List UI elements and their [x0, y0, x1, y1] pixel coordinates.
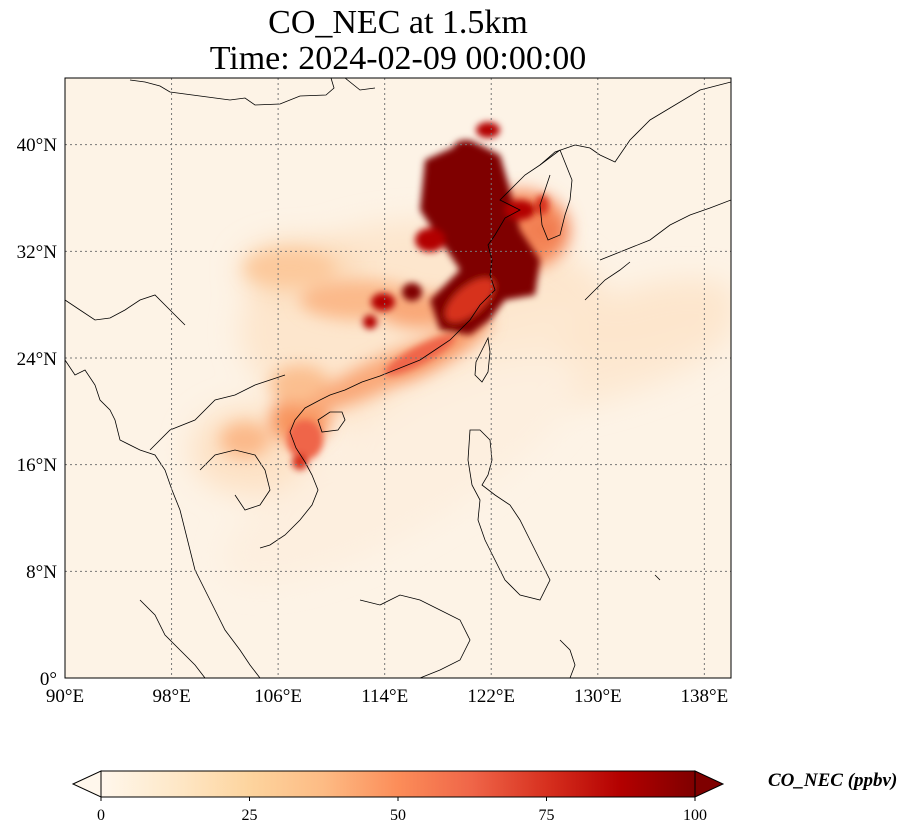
- y-tick-label: 24°N: [17, 349, 58, 370]
- colorbar-ticks: [100, 797, 696, 801]
- sumatra: [139, 599, 206, 678]
- x-tick-label: 90°E: [46, 686, 84, 707]
- map-title-line-1: CO_NEC at 1.5km: [268, 4, 528, 41]
- x-tick-label: 98°E: [152, 686, 190, 707]
- y-tick-labels: 0° 8°N 16°N 24°N 32°N 40°N: [17, 135, 58, 690]
- colorbar-tick-label: 25: [242, 807, 258, 824]
- china-vietnam-coast: [259, 149, 561, 549]
- mainland-borders: [149, 374, 286, 451]
- map-frame: [64, 77, 732, 679]
- philippines: [467, 429, 551, 601]
- coastlines: [65, 78, 731, 678]
- hainan: [317, 411, 346, 433]
- thailand-border: [199, 449, 271, 511]
- x-tick-label: 130°E: [574, 686, 622, 707]
- co-concentration-field: [65, 78, 731, 678]
- japan-honshu: [599, 199, 731, 261]
- colorbar-extend-min: [71, 770, 102, 798]
- x-tick-label: 122°E: [467, 686, 515, 707]
- taiwan: [474, 336, 491, 383]
- colorbar-gradient: [101, 771, 695, 797]
- colorbar-tick-label: 75: [539, 807, 555, 824]
- korea-peninsula: [539, 149, 573, 241]
- colorbar-tick-label: 100: [683, 807, 707, 824]
- russia-coast: [599, 81, 731, 163]
- x-tick-label: 106°E: [254, 686, 302, 707]
- colorbar-tick-label: 50: [390, 807, 406, 824]
- japan-kyushu: [584, 261, 631, 301]
- y-tick-label: 32°N: [17, 242, 58, 263]
- mongolia-border: [129, 78, 335, 106]
- islands: [654, 574, 661, 581]
- map-title-line-2: Time: 2024-02-09 00:00:00: [209, 40, 587, 77]
- india-border: [65, 294, 186, 326]
- y-tick-label: 8°N: [26, 562, 57, 583]
- colorbar-extend-max: [694, 770, 725, 798]
- y-tick-label: 0°: [40, 669, 57, 690]
- colorbar-title: CO_NEC (ppbv): [768, 770, 898, 791]
- myanmar-malay-coast: [65, 359, 261, 678]
- borneo: [359, 594, 471, 678]
- sulawesi: [559, 639, 576, 678]
- colorbar: 0 25 50 75 100: [71, 770, 725, 824]
- colorbar-tick-label: 0: [97, 807, 105, 824]
- y-tick-label: 16°N: [17, 455, 58, 476]
- x-tick-label: 138°E: [681, 686, 729, 707]
- north-border: [344, 78, 376, 91]
- x-tick-label: 114°E: [361, 686, 408, 707]
- x-tick-labels: 90°E 98°E 106°E 114°E 122°E 130°E 138°E: [46, 686, 728, 707]
- y-tick-label: 40°N: [17, 135, 58, 156]
